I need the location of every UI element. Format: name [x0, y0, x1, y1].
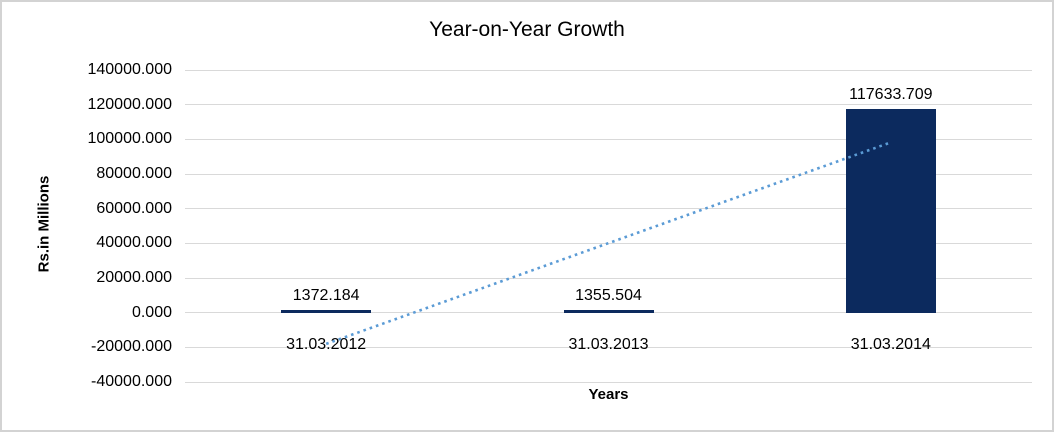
y-tick-label: 40000.000 [96, 234, 172, 252]
y-axis-title: Rs.in Millions [35, 175, 53, 273]
chart-title: Year-on-Year Growth [429, 18, 625, 41]
y-tick-label: 120000.000 [87, 95, 172, 113]
x-category-label: 31.03.2013 [568, 335, 649, 353]
data-label: 1372.184 [292, 287, 360, 305]
gridline [185, 138, 1032, 140]
bar [845, 108, 936, 313]
y-tick-label: 100000.000 [87, 130, 172, 148]
data-label: 117633.709 [849, 85, 933, 103]
x-category-label: 31.03.2012 [286, 335, 367, 353]
y-tick-label: -40000.000 [91, 373, 172, 390]
x-axis-title: Years [588, 386, 629, 403]
gridline [185, 69, 1032, 71]
gridline [185, 381, 1032, 383]
y-tick-label: 140000.000 [87, 61, 172, 78]
gridline [185, 346, 1032, 348]
x-category-label: 31.03.2014 [850, 335, 931, 353]
bar [563, 310, 654, 313]
gridline [185, 104, 1032, 106]
y-tick-label: 80000.000 [96, 165, 172, 182]
bar [281, 310, 372, 313]
y-tick-label: 20000.000 [96, 269, 172, 286]
y-tick-label: 60000.000 [96, 199, 172, 217]
data-label: 1355.504 [575, 287, 642, 305]
y-tick-label: -20000.000 [91, 338, 172, 356]
y-tick-label: 0.000 [131, 303, 172, 321]
